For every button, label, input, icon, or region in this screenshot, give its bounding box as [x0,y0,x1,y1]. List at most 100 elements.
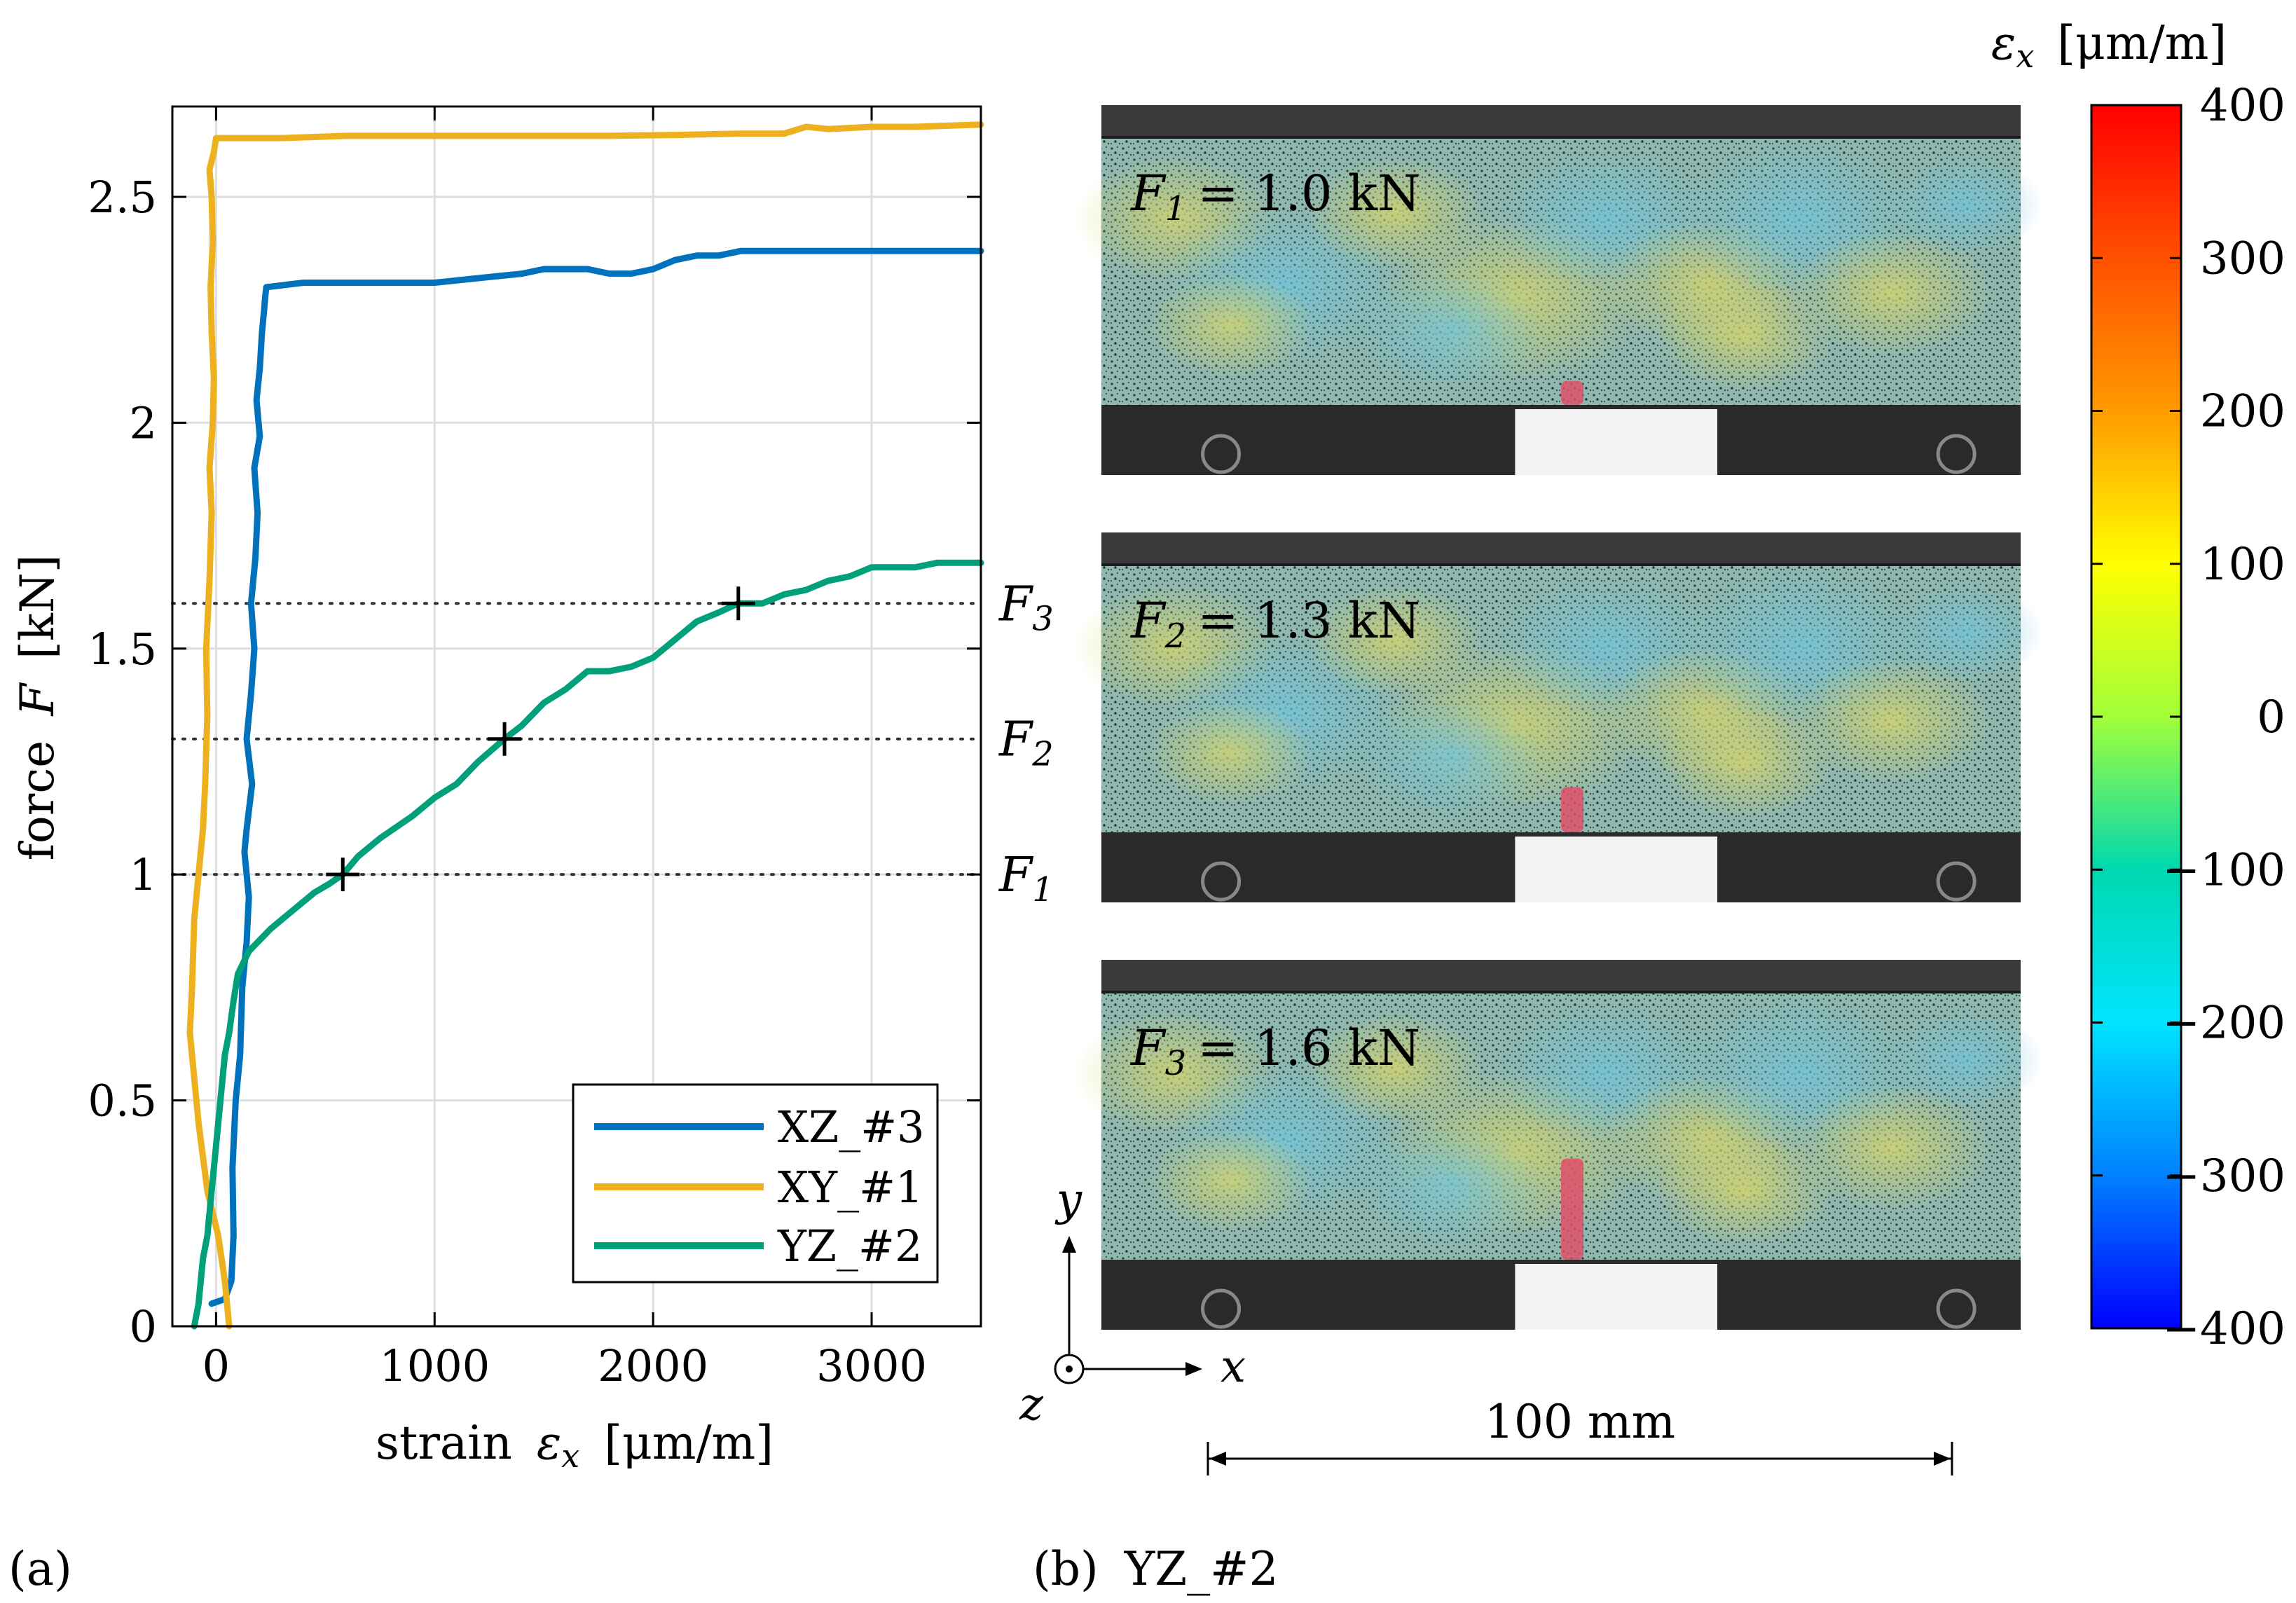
reference-labels: F1 F2 F3 [998,577,1054,909]
z-axis-letter: z [1019,1379,1044,1431]
roller-icon [1201,861,1242,902]
force-strain-plot: 0 1000 2000 3000 0 0.5 1 1.5 2 2.5 F1 F2 F3 strain … [8,105,1054,1596]
y-tick-label: 2 [130,397,157,448]
marker-layer [326,586,755,892]
cross-marker-icon [326,858,360,892]
colorbar-title-subscript: x [2016,37,2034,75]
y-axis-label-text: force [11,741,64,861]
strain-blotch [1146,1127,1314,1232]
legend-label-xy1: XY_#1 [778,1162,923,1213]
x-axis-label-text: strain [376,1416,512,1470]
y-tick-label: 0 [130,1301,157,1352]
strain-blotch [1887,1011,2044,1109]
colorbar-tick-label: 0 [2257,692,2285,743]
x-axis-label-unit: [μm/m] [604,1416,774,1470]
support-gap [1515,409,1718,475]
colorbar-title-symbol: ε [1991,16,2016,70]
strain-blotch [1791,657,1993,784]
y-axis-label: force F [kN] [11,555,64,861]
y-axis-label-unit: [kN] [11,555,64,659]
x-tick-label: 1000 [379,1340,490,1391]
roller-icon [1201,1288,1242,1329]
colorbar-tick-label: −400 [2162,1303,2285,1355]
roller-icon [1936,1288,1977,1329]
strain-field-panel: F1 = 1.0 kN F2 = 1.3 kN F3 = 1.6 kN 400 300 200… [1019,16,2285,1596]
coordinate-system: y x z [1019,1174,1246,1431]
legend-label-xz3: XZ_#3 [778,1101,925,1153]
z-axis-dot-icon [1066,1365,1073,1372]
strain-blotch [1887,156,2044,254]
upper-fixture [1101,532,2021,563]
y-tick-label: 1 [130,849,157,900]
upper-fixture [1101,960,2021,991]
upper-fixture [1101,105,2021,136]
cross-marker-icon [488,722,522,756]
colorbar-tick-label: −100 [2162,844,2285,896]
x-tick-label: 2000 [598,1340,708,1391]
colorbar-tick-label: 300 [2200,233,2285,284]
strain-image-3: F3 = 1.6 kN [1073,960,2044,1330]
series-layer [186,121,984,1330]
y-tick-label: 1.5 [88,624,157,675]
scale-bar-label: 100 mm [1485,1395,1675,1449]
dic-images: F1 = 1.0 kN F2 = 1.3 kN F3 = 1.6 kN [1073,105,2044,1330]
strain-blotch [1355,698,1546,818]
scale-left-arrowhead-icon [1209,1452,1226,1466]
support-gap [1515,1264,1718,1330]
x-tick-label: 3000 [816,1340,927,1391]
crack-region [1561,787,1583,832]
strain-blotch [1146,273,1314,378]
support-gap [1515,837,1718,902]
force-level-label: F1 = 1.0 kN [1129,165,1420,228]
cross-marker-icon [721,586,755,621]
roller-icon [1201,434,1242,474]
strain-blotch [1655,707,1835,820]
colorbar: 400 300 200 100 0 −100 −200 −300 −400 εx [μm/m] [1991,16,2285,1355]
strain-blotch [1355,270,1546,390]
x-axis-label-symbol: ε [537,1416,561,1470]
colorbar-gradient [2090,104,2182,1330]
panel-label-b-letter: (b) [1033,1542,1099,1596]
y-tick-label: 0.5 [88,1075,157,1127]
colorbar-tick-label: −200 [2162,998,2285,1050]
strain-image-2: F2 = 1.3 kN [1073,532,2044,902]
strain-blotch [1355,1125,1546,1245]
colorbar-tick-label: 100 [2200,539,2285,591]
reference-label: F1 [998,848,1054,909]
reference-label: F3 [998,577,1054,638]
series-line-yz2 [191,559,984,1330]
strain-blotch [1791,230,1993,357]
panel-label-b: (b) YZ_#2 [1033,1542,1278,1596]
scale-bar: 100 mm [1207,1395,1953,1475]
force-level-label: F2 = 1.3 kN [1129,592,1420,656]
strain-blotch [1655,1134,1835,1247]
strain-blotch [1655,280,1835,392]
strain-blotch [1887,584,2044,682]
y-axis-label-symbol: F [11,682,64,717]
x-tick-label: 0 [202,1340,230,1391]
colorbar-ticks: 400 300 200 100 0 −100 −200 −300 −400 [2091,80,2285,1355]
legend: XZ_#3 XY_#1 YZ_#2 [572,1083,939,1284]
plot-frame [171,105,982,1328]
y-axis-letter: y [1054,1174,1082,1226]
panel-label-b-title: YZ_#2 [1124,1542,1279,1596]
y-tick-label: 2.5 [88,172,157,223]
scale-right-arrowhead-icon [1934,1452,1951,1466]
reference-label: F2 [998,713,1054,774]
roller-icon [1936,861,1977,902]
x-axis-label-subscript: x [561,1437,579,1475]
strain-blotch [1146,700,1314,805]
x-arrowhead-icon [1185,1362,1202,1376]
colorbar-tick-label: −300 [2162,1150,2285,1202]
series-line-xz3 [208,247,984,1307]
crack-region [1561,1158,1583,1260]
y-arrowhead-icon [1062,1236,1076,1253]
tick-layer: 0 1000 2000 3000 0 0.5 1 1.5 2 2.5 [88,106,981,1391]
colorbar-tick-label: 400 [2200,80,2285,132]
colorbar-title-unit: [μm/m] [2057,16,2227,70]
colorbar-title: εx [μm/m] [1991,16,2227,78]
panel-label-a: (a) [8,1542,72,1596]
x-axis-letter: x [1221,1341,1246,1393]
x-axis-label: strain εx [μm/m] [376,1416,774,1478]
